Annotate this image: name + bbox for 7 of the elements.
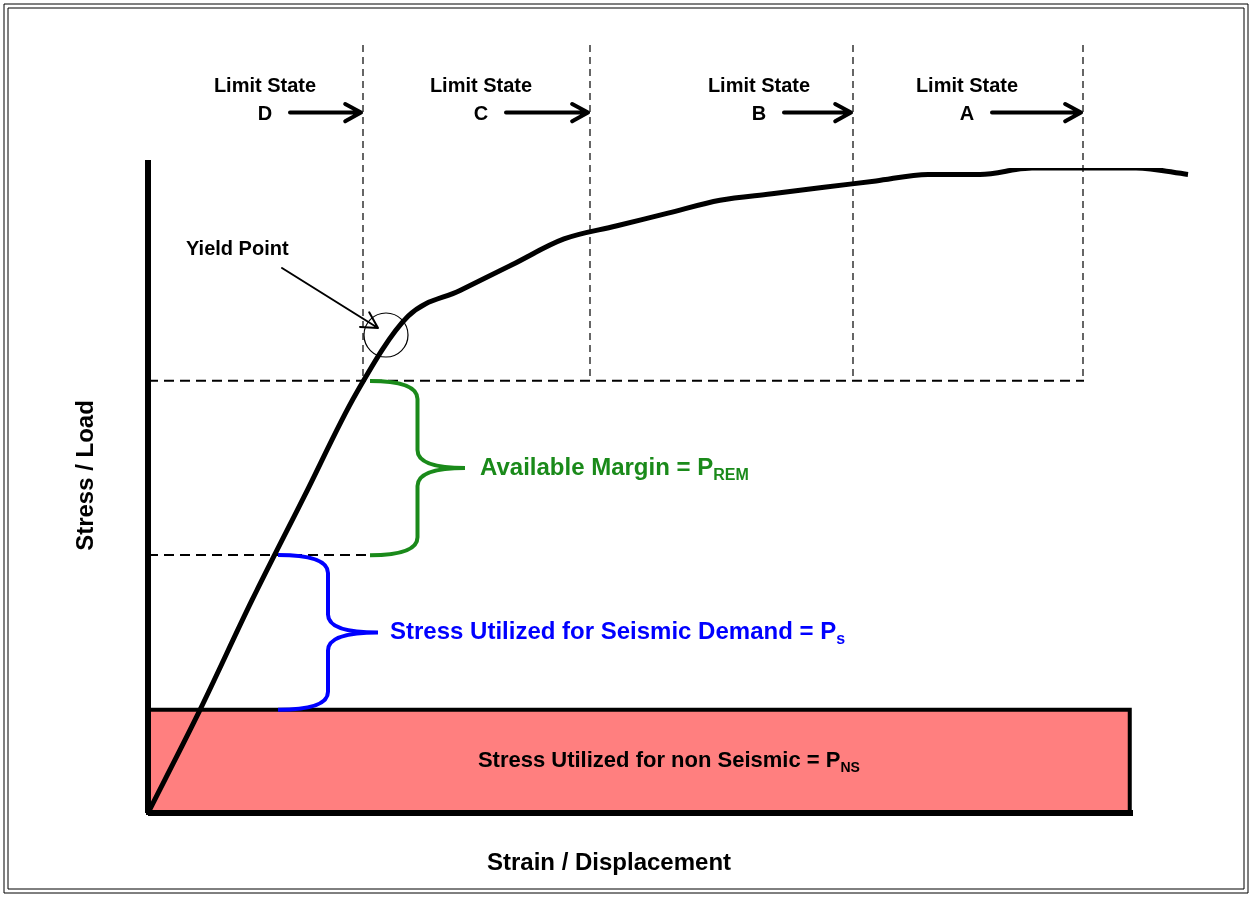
text: Limit State A [915,73,1019,124]
y-axis-title: Stress / Load [70,400,98,551]
x-axis-title: Strain / Displacement [486,847,732,875]
text: Limit State C [429,73,533,124]
text: Limit State D [213,73,317,124]
text: Limit State B [707,73,811,124]
annotation: Yield Point [186,236,289,259]
